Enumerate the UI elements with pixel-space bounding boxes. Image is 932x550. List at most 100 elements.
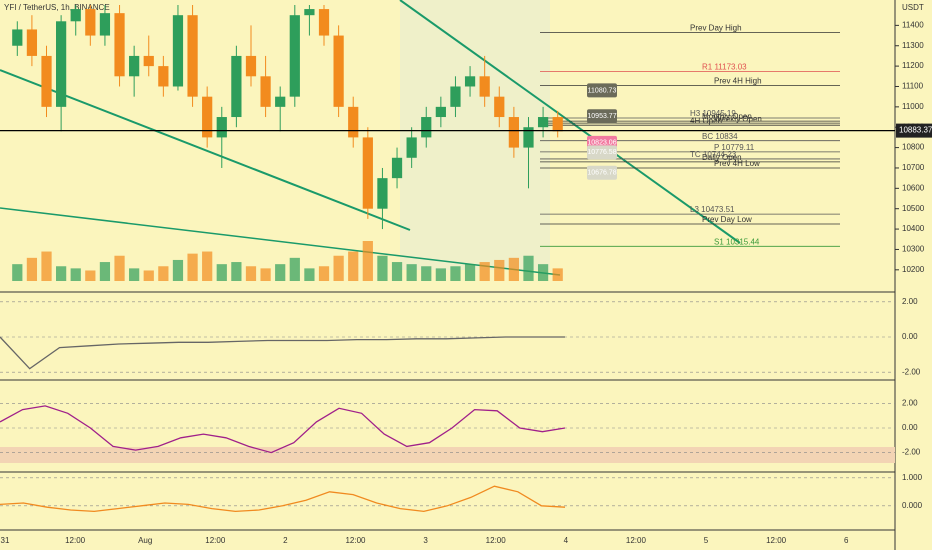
y-tick-label: 11400 (902, 20, 924, 29)
level-label: L3 10473.51 (690, 205, 735, 214)
candle-body (289, 15, 300, 97)
candle-body (362, 137, 373, 209)
price-box-label: 10953.77 (587, 113, 616, 120)
candle-body (537, 117, 549, 128)
volume-bar (129, 268, 140, 281)
indicator-line (0, 485, 566, 513)
candle-body (260, 76, 271, 107)
trend-line (0, 69, 411, 231)
candle-body (523, 127, 534, 148)
level-label: Monthly Open (702, 112, 752, 121)
y-tick-label: 2.00 (902, 399, 918, 408)
x-tick-label: 31 (1, 536, 10, 545)
candle-body (494, 96, 505, 118)
volume-bar (362, 241, 373, 281)
candle-body (304, 9, 315, 16)
candle-body (333, 35, 344, 107)
candle-body (348, 106, 359, 138)
candle-body (435, 106, 446, 118)
candle-body (158, 66, 169, 87)
candle-body (275, 96, 286, 107)
volume-bar (143, 270, 154, 281)
candle-body (231, 55, 242, 118)
level-label: P 10779.11 (714, 143, 755, 152)
volume-bar (187, 253, 198, 281)
x-tick-label: 4 (564, 536, 569, 545)
volume-bar (421, 266, 432, 281)
x-tick-label: 12:00 (345, 536, 366, 545)
volume-bar (172, 259, 184, 281)
volume-bar (231, 262, 242, 281)
price-box-label: 10823.06 (587, 140, 616, 147)
y-tick-label: 10200 (902, 265, 925, 274)
price-box-label: 11080.73 (588, 87, 617, 94)
level-label: Prev 4H Low (714, 159, 760, 168)
indicator-line (0, 405, 566, 454)
candle-body (318, 9, 330, 36)
volume-bar (318, 266, 330, 281)
volume-bar (41, 251, 52, 281)
candle-body (70, 9, 81, 22)
candle-body (99, 13, 111, 36)
level-label: R1 11173.03 (702, 63, 747, 72)
volume-bar (450, 266, 461, 281)
candle-body (421, 117, 432, 138)
last-price-label: 10883.37 (899, 126, 932, 135)
price-box-label: 10676.78 (587, 170, 616, 177)
y-tick-label: 10300 (902, 245, 925, 254)
volume-bar (245, 266, 257, 281)
candle-body (26, 29, 38, 56)
y-tick-label: 11300 (902, 41, 924, 50)
candle-body (85, 9, 96, 36)
volume-bar (260, 268, 271, 281)
candle-body (245, 55, 257, 77)
volume-bar (12, 264, 23, 281)
y-tick-label: 0.00 (902, 423, 918, 432)
level-label: Prev Day Low (702, 215, 752, 224)
y-tick-label: 10600 (902, 183, 925, 192)
x-tick-label: 12:00 (486, 536, 507, 545)
volume-bar (333, 255, 344, 281)
x-tick-label: 2 (283, 536, 288, 545)
x-tick-label: Aug (138, 536, 152, 545)
y-tick-label: 10500 (902, 204, 925, 213)
trend-line (0, 207, 561, 276)
volume-bar (377, 255, 388, 281)
price-box (587, 109, 617, 124)
volume-bar (275, 264, 286, 281)
candle-body (377, 178, 388, 209)
chart-title: YFI / TetherUS, 1h, BINANCE (4, 3, 110, 12)
candle-body (143, 55, 154, 67)
candle-body (114, 13, 125, 77)
y-tick-label: 10800 (902, 143, 925, 152)
volume-bar (202, 251, 213, 281)
volume-bar (508, 257, 519, 281)
level-label: TC 10744.23 (690, 150, 737, 159)
x-tick-label: 12:00 (766, 536, 787, 545)
y-tick-label: 0.00 (902, 332, 918, 341)
candle-body (12, 29, 23, 46)
y-tick-label: 10400 (902, 224, 925, 233)
candle-body (202, 96, 213, 138)
price-box (587, 165, 617, 180)
volume-bar (99, 262, 111, 281)
candle-body (41, 55, 52, 107)
volume-bar (114, 255, 125, 281)
x-tick-label: 3 (423, 536, 428, 545)
level-label: Prev Day High (690, 24, 742, 33)
band (0, 447, 895, 463)
x-tick-label: 6 (844, 536, 849, 545)
volume-bar (435, 268, 446, 281)
level-label: S1 10315.44 (714, 237, 760, 246)
candle-body (479, 76, 490, 97)
volume-bar (552, 268, 563, 281)
x-tick-label: 5 (704, 536, 709, 545)
candle-body (216, 117, 227, 138)
volume-bar (464, 264, 476, 281)
y-tick-label: 10700 (902, 163, 925, 172)
volume-bar (537, 264, 549, 281)
y-tick-label: 11100 (902, 82, 924, 91)
level-label: Daily Open (702, 153, 742, 162)
volume-bar (26, 257, 38, 281)
volume-bar (85, 270, 96, 281)
